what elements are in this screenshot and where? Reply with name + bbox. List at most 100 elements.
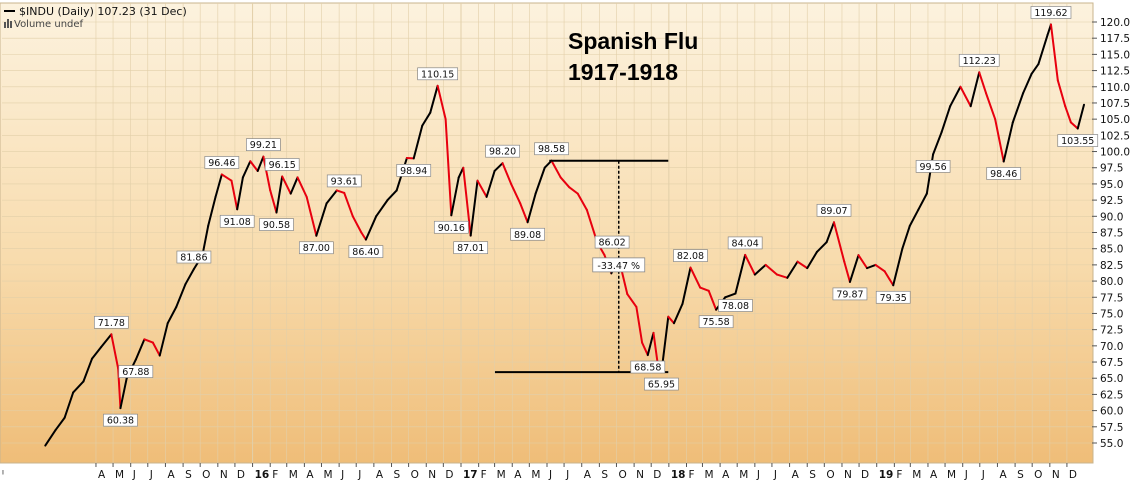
point-label-text: 79.35 bbox=[880, 293, 907, 304]
y-tick-label: 105.0 bbox=[1100, 114, 1130, 126]
price-segment bbox=[724, 292, 737, 299]
x-tick-label: D bbox=[237, 469, 245, 481]
price-segment bbox=[375, 199, 389, 218]
point-label: 93.61 bbox=[326, 174, 362, 187]
price-segment bbox=[325, 189, 338, 205]
price-segment bbox=[1022, 72, 1033, 95]
price-segment bbox=[576, 192, 588, 211]
point-label: 89.08 bbox=[510, 227, 545, 241]
price-segment bbox=[681, 266, 692, 305]
point-label: 99.56 bbox=[915, 160, 951, 173]
y-tick-label: 97.5 bbox=[1100, 163, 1123, 175]
price-segment bbox=[646, 331, 655, 357]
x-tick-label: J bbox=[565, 469, 569, 481]
price-segment bbox=[90, 346, 103, 360]
price-segment bbox=[63, 391, 75, 419]
point-label: 86.40 bbox=[348, 245, 384, 258]
price-segment bbox=[940, 105, 952, 134]
price-segment bbox=[550, 159, 562, 179]
x-tick-label: D bbox=[861, 469, 869, 481]
point-label-box bbox=[875, 290, 911, 304]
point-label-text: 96.15 bbox=[269, 160, 296, 171]
point-label-box bbox=[118, 365, 154, 378]
price-segment bbox=[641, 341, 649, 357]
point-label-text: 98.46 bbox=[990, 169, 1017, 180]
price-segment bbox=[786, 260, 799, 279]
x-axis: ᴵ A M J J A S O N D 16 F M A M J J A S O N D 17 F M A M J J A S O N D 18 F M… bbox=[2, 463, 1077, 481]
point-label: 99.21 bbox=[246, 138, 281, 151]
point-label-box bbox=[264, 158, 300, 171]
price-segment bbox=[672, 302, 684, 325]
point-label-box bbox=[594, 235, 630, 249]
point-label-box bbox=[298, 241, 334, 255]
point-label-text: 89.08 bbox=[514, 230, 541, 241]
price-segment bbox=[436, 84, 447, 121]
x-tick-label: S bbox=[601, 469, 608, 481]
price-segment bbox=[1011, 92, 1025, 124]
point-label-box bbox=[718, 299, 753, 312]
price-segment bbox=[44, 429, 57, 447]
price-segment bbox=[351, 215, 363, 234]
point-label: 79.87 bbox=[832, 287, 868, 300]
point-label-text: 90.16 bbox=[438, 223, 465, 234]
price-segment bbox=[241, 160, 252, 179]
price-segment bbox=[866, 263, 877, 270]
x-tick-label: N bbox=[220, 469, 228, 481]
price-segment bbox=[764, 263, 779, 276]
x-tick-label: O bbox=[1034, 469, 1042, 481]
x-tick-label: N bbox=[1052, 469, 1060, 481]
annotation-title: Spanish Flu bbox=[568, 28, 698, 54]
point-label: 90.58 bbox=[259, 218, 294, 231]
x-tick-label: J bbox=[132, 469, 136, 481]
point-label-box bbox=[958, 53, 1000, 67]
price-segment bbox=[1064, 105, 1072, 124]
y-tick-label: 75.0 bbox=[1100, 308, 1123, 320]
point-label-box bbox=[673, 249, 708, 262]
point-label: 81.86 bbox=[176, 250, 212, 264]
point-label: 82.08 bbox=[673, 249, 708, 262]
x-tick-label: M bbox=[497, 469, 506, 481]
x-tick-label: N bbox=[636, 469, 644, 481]
point-label-box bbox=[485, 144, 520, 158]
price-segment bbox=[857, 254, 869, 270]
x-tick-label: A bbox=[722, 469, 730, 481]
point-label-text: 75.58 bbox=[703, 317, 730, 328]
price-segment bbox=[1056, 79, 1067, 108]
price-segment bbox=[485, 169, 496, 198]
price-segment bbox=[143, 338, 154, 344]
x-tick-label: O bbox=[411, 469, 419, 481]
price-segment bbox=[444, 118, 453, 217]
point-label-box bbox=[986, 167, 1022, 180]
price-segment bbox=[753, 263, 767, 276]
y-tick-label: 87.5 bbox=[1100, 228, 1123, 240]
price-segment bbox=[256, 155, 265, 172]
point-label: 91.08 bbox=[219, 214, 255, 228]
price-segment bbox=[335, 189, 346, 194]
x-tick-label: A bbox=[167, 469, 175, 481]
point-label: 110.15 bbox=[417, 67, 458, 80]
x-tick-label: J bbox=[340, 469, 344, 481]
point-label-box bbox=[93, 315, 129, 329]
point-label-text: 91.08 bbox=[224, 217, 251, 228]
point-label-text: 67.88 bbox=[122, 367, 149, 378]
x-tick-label: N bbox=[428, 469, 436, 481]
x-tick-label: S bbox=[185, 469, 192, 481]
x-tick-label: A bbox=[514, 469, 522, 481]
price-segment bbox=[635, 305, 644, 344]
y-tick-label: 95.0 bbox=[1100, 179, 1123, 191]
y-tick-label: 80.0 bbox=[1100, 276, 1123, 288]
point-label-box bbox=[453, 241, 489, 255]
price-segment bbox=[568, 186, 579, 195]
price-segment bbox=[1049, 23, 1059, 82]
chart-title: $INDU (Daily) 107.23 (31 Dec) bbox=[19, 5, 187, 18]
price-segment bbox=[526, 192, 537, 224]
point-label-box bbox=[219, 214, 255, 228]
point-label-box bbox=[103, 413, 138, 427]
y-tick-label: 102.5 bbox=[1100, 130, 1130, 142]
x-tick-label: J bbox=[548, 469, 552, 481]
point-label: 112.23 bbox=[958, 53, 1000, 67]
x-tick-label: O bbox=[202, 469, 210, 481]
point-label: 86.02 bbox=[594, 235, 630, 249]
price-segment bbox=[72, 380, 85, 394]
x-tick-label: J bbox=[357, 469, 361, 481]
